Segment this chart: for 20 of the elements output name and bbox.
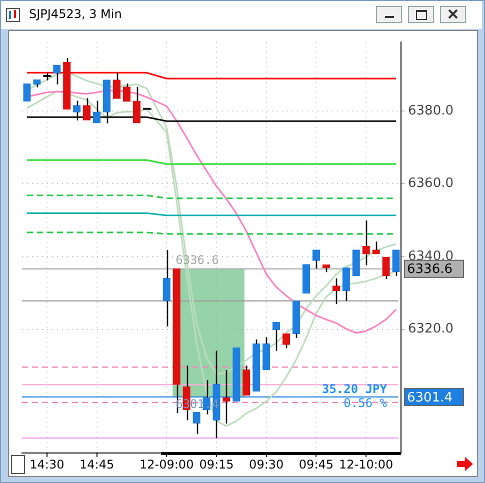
x-tick-label: 09:30: [249, 457, 284, 472]
annotation: 35.20 JPY: [322, 382, 388, 396]
x-tick-label: 14:45: [80, 457, 114, 472]
y-tick-label: 6380.0: [408, 103, 454, 118]
x-tick-label: 09:15: [199, 457, 234, 472]
chart-title: SJPJ4523, 3 Min: [29, 7, 122, 21]
annotation: 6301.4: [176, 397, 219, 412]
candlestick: [342, 267, 350, 302]
x-tick-label: 09:45: [298, 457, 334, 472]
ref-line-label: 6336.6: [407, 262, 452, 278]
x-tick-label: 12-09:00: [140, 457, 194, 472]
y-tick-label: 6320.0: [408, 322, 454, 337]
candlestick: [162, 249, 170, 328]
x-tick-label: 12-10:00: [339, 457, 394, 472]
annotation: 0.56 %: [344, 396, 388, 410]
x-tick-label: 14:30: [30, 457, 64, 472]
y-tick-label: 6360.0: [408, 176, 454, 192]
candlestick: [222, 369, 230, 424]
ref-line-label: 6301.4: [407, 390, 452, 406]
y-tick-label: 6340.0: [408, 248, 454, 264]
